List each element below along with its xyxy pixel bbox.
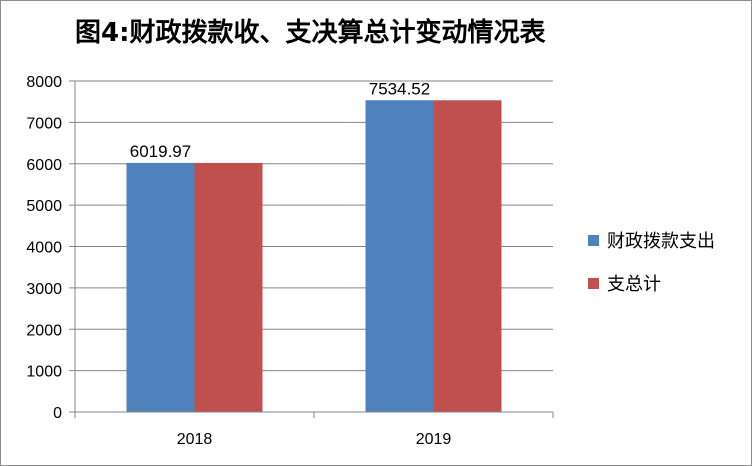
bar-series-1-2018 <box>194 162 263 412</box>
legend-item-series-1: 支总计 <box>588 271 715 295</box>
chart-title: 图4:财政拨款收、支决算总计变动情况表 <box>75 18 546 48</box>
y-tick-label: 7000 <box>26 115 62 132</box>
bar-series-0-2018 <box>126 162 195 412</box>
legend: 财政拨款支出 支总计 <box>588 228 715 314</box>
data-label: 7534.52 <box>369 79 430 98</box>
data-label: 6019.97 <box>130 142 191 161</box>
y-tick-label: 5000 <box>26 198 62 215</box>
y-tick-label: 8000 <box>26 74 62 91</box>
y-tick-label: 2000 <box>26 322 62 339</box>
x-tick-label: 2018 <box>177 431 213 448</box>
legend-swatch-series-0 <box>588 234 599 246</box>
y-tick-label: 3000 <box>26 281 62 298</box>
y-tick-label: 1000 <box>26 364 62 381</box>
labels: 0 1000 2000 3000 4000 5000 6000 7000 8000 2018 201… <box>26 74 451 448</box>
legend-label-series-0: 财政拨款支出 <box>607 231 715 252</box>
legend-swatch-series-1 <box>588 277 599 289</box>
legend-label-series-1: 支总计 <box>607 274 661 295</box>
axes <box>69 80 554 418</box>
y-tick-label: 6000 <box>26 157 62 174</box>
legend-item-series-0: 财政拨款支出 <box>588 228 715 252</box>
x-tick-label: 2019 <box>416 431 452 448</box>
bars <box>126 100 502 413</box>
bar-series-1-2019 <box>433 100 502 413</box>
bar-series-0-2019 <box>365 100 434 413</box>
y-tick-label: 0 <box>53 405 62 422</box>
y-tick-label: 4000 <box>26 240 62 257</box>
